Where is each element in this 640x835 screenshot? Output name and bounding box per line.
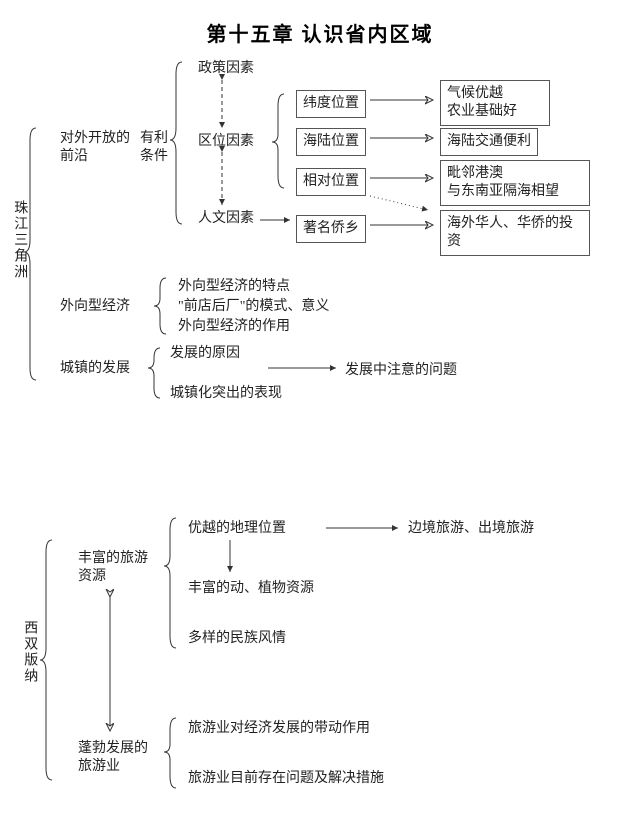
xi-b1-i0: 优越的地理位置 — [188, 520, 286, 538]
xi-b2-i1: 旅游业目前存在问题及解决措施 — [188, 770, 384, 788]
b3-i1: 城镇化突出的表现 — [170, 385, 282, 403]
b2-i2: 外向型经济的作用 — [178, 318, 290, 336]
xi-b2-label: 蓬勃发展的旅游业 — [78, 740, 150, 776]
b3-i0: 发展的原因 — [170, 345, 240, 363]
factor-human: 人文因素 — [198, 210, 254, 228]
b3-note: 发展中注意的问题 — [345, 362, 457, 380]
b3-label: 城镇的发展 — [60, 360, 130, 378]
xi-b1-note: 边境旅游、出境旅游 — [408, 520, 534, 538]
human-box: 著名侨乡 — [296, 215, 366, 243]
xi-b1-i1: 丰富的动、植物资源 — [188, 580, 314, 598]
human-result: 海外华人、华侨的投资 — [440, 210, 590, 256]
loc-lat-result: 气候优越 农业基础好 — [440, 80, 550, 126]
factor-location: 区位因素 — [198, 133, 254, 151]
b1-label: 对外开放的前沿 — [60, 130, 132, 166]
b2-label: 外向型经济 — [60, 298, 130, 316]
b1-cond: 有利条件 — [140, 130, 174, 166]
loc-rel: 相对位置 — [296, 168, 366, 196]
b2-i0: 外向型经济的特点 — [178, 278, 290, 296]
xi-b1-label: 丰富的旅游资源 — [78, 550, 150, 586]
loc-sea-result: 海陆交通便利 — [440, 128, 538, 156]
loc-sea: 海陆位置 — [296, 128, 366, 156]
b2-i1: "前店后厂"的模式、意义 — [178, 298, 329, 316]
xi-b1-i2: 多样的民族风情 — [188, 630, 286, 648]
loc-rel-result: 毗邻港澳 与东南亚隔海相望 — [440, 160, 590, 206]
root-zhujiang: 珠江三角洲 — [10, 200, 28, 280]
xi-b2-i0: 旅游业对经济发展的带动作用 — [188, 720, 370, 738]
page-title: 第十五章 认识省内区域 — [0, 0, 640, 47]
root-xishuang: 西双版纳 — [20, 620, 38, 684]
loc-lat: 纬度位置 — [296, 90, 366, 118]
factor-policy: 政策因素 — [198, 60, 254, 78]
